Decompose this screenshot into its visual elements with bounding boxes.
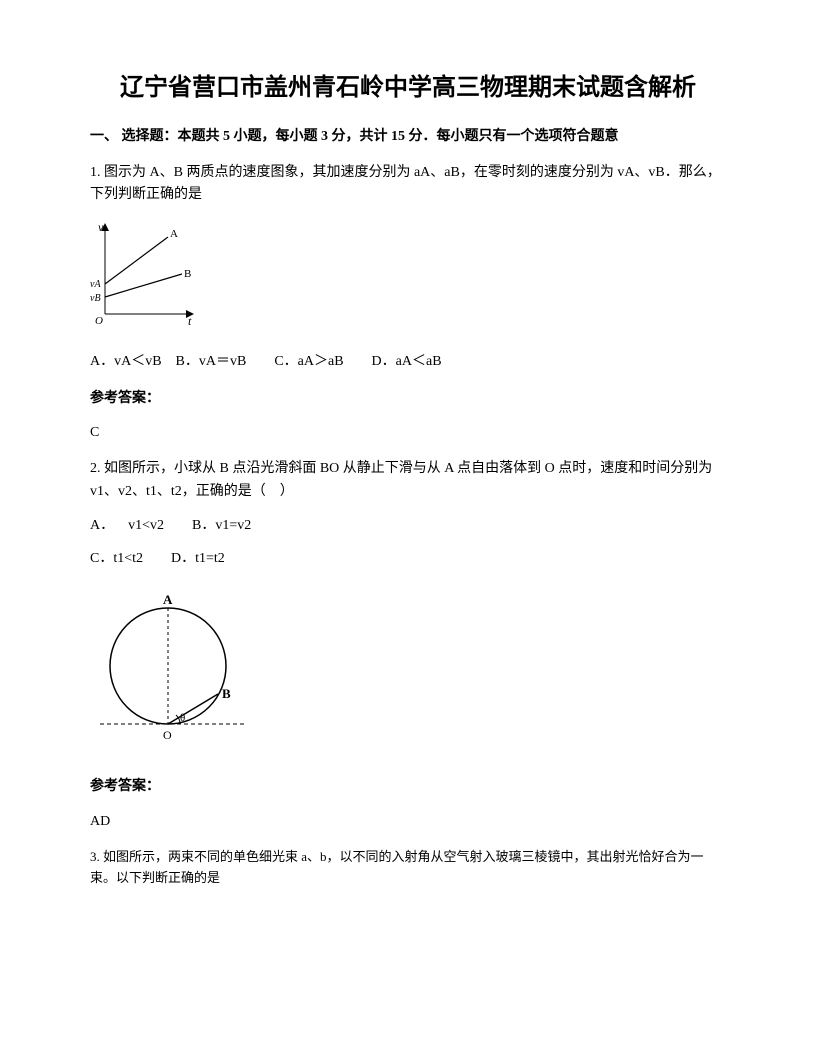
origin-label: O — [95, 315, 103, 327]
point-o-label: O — [163, 728, 172, 742]
question-1-options: A．vA＜vB B．vA＝vB C．aA＞aB D．aA＜aB — [90, 351, 726, 373]
question-2-figure: A O B θ — [90, 584, 726, 762]
question-2-options-line1: A． v1<v2 B．v1=v2 — [90, 515, 726, 537]
question-1-stem: 1. 图示为 A、B 两质点的速度图象，其加速度分别为 aA、aB，在零时刻的速… — [90, 162, 726, 207]
vb-label: vB — [90, 293, 101, 304]
question-1-answer: C — [90, 422, 726, 444]
axis-v-label: v — [98, 220, 104, 234]
question-1-answer-label: 参考答案： — [90, 388, 726, 410]
theta-label: θ — [180, 712, 185, 724]
page-title: 辽宁省营口市盖州青石岭中学高三物理期末试题含解析 — [90, 72, 726, 106]
question-2-options-line2: C．t1<t2 D．t1=t2 — [90, 548, 726, 570]
question-1-figure: v t A B vA vB O — [90, 219, 726, 337]
line-b-label: B — [184, 268, 191, 280]
question-2-answer: AD — [90, 811, 726, 833]
question-3-stem: 3. 如图所示，两束不同的单色细光束 a、b，以不同的入射角从空气射入玻璃三棱镜… — [90, 847, 726, 889]
line-a-label: A — [170, 228, 178, 240]
point-b-label: B — [222, 686, 231, 701]
question-2-answer-label: 参考答案： — [90, 776, 726, 798]
point-a-label: A — [163, 592, 173, 607]
section-header: 一、 选择题：本题共 5 小题，每小题 3 分，共计 15 分．每小题只有一个选… — [90, 126, 726, 148]
va-label: vA — [90, 279, 101, 290]
question-2-stem: 2. 如图所示，小球从 B 点沿光滑斜面 BO 从静止下滑与从 A 点自由落体到… — [90, 458, 726, 503]
axis-t-label: t — [188, 314, 192, 328]
